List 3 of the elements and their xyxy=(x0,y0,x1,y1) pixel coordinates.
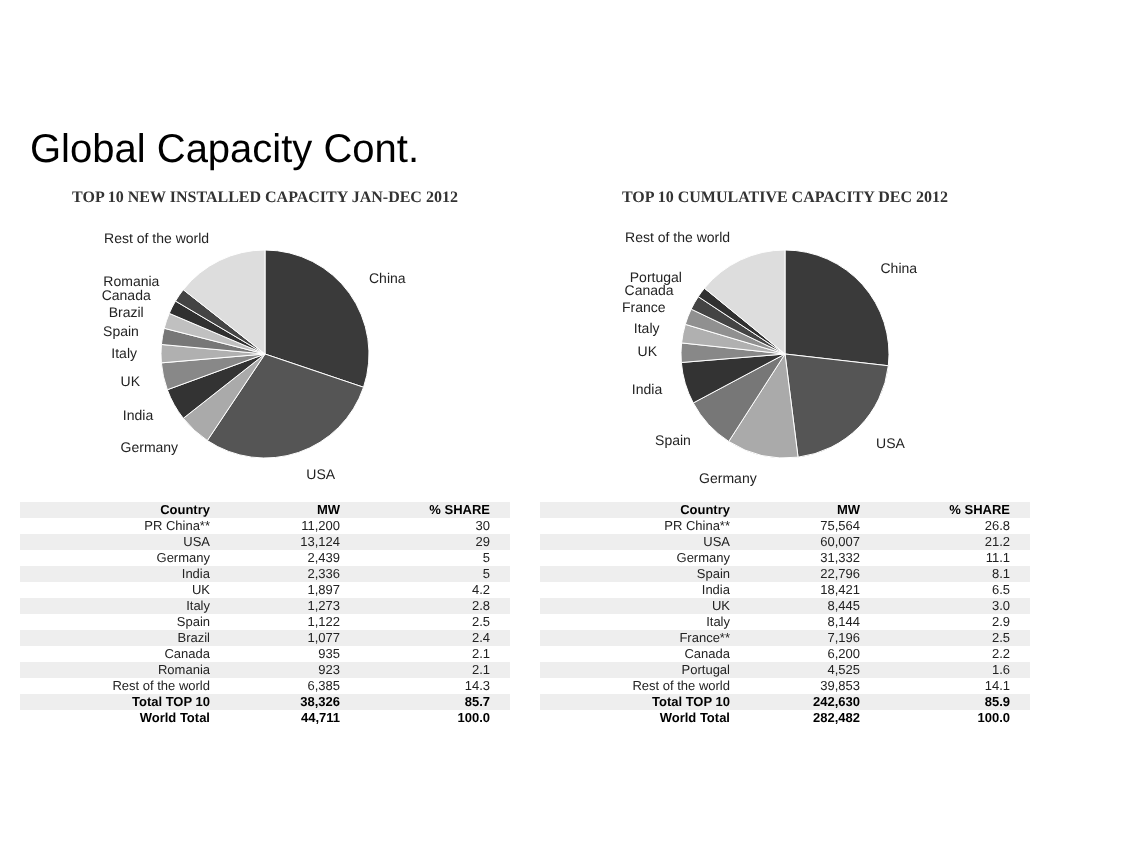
chart-title: TOP 10 NEW INSTALLED CAPACITY JAN-DEC 2012 xyxy=(72,188,458,206)
chart-title: TOP 10 CUMULATIVE CAPACITY DEC 2012 xyxy=(621,188,949,206)
text: Global Capacity Cont. xyxy=(30,128,420,172)
